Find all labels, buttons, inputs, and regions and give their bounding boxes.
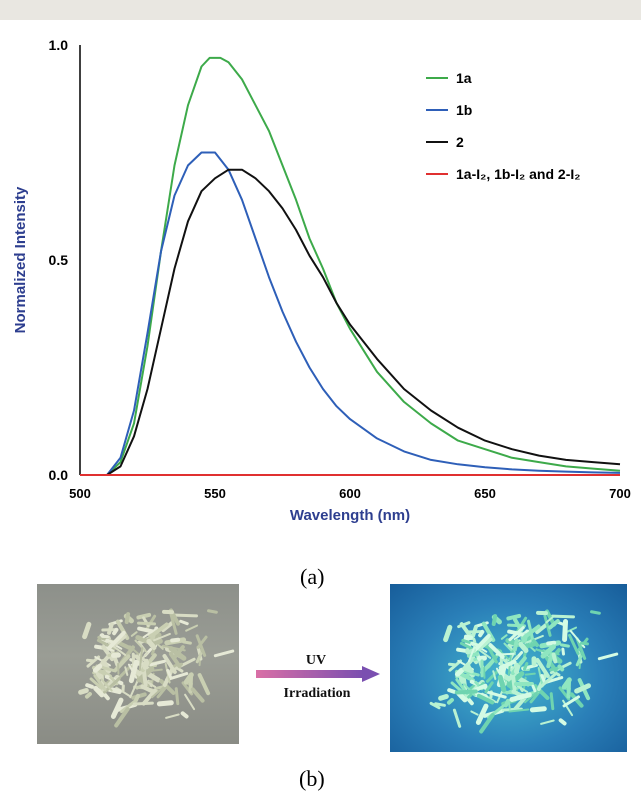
crystal-shard [156,700,174,707]
x-tick-label-700: 700 [609,486,631,501]
y-tick-label-1.0: 1.0 [49,37,69,53]
crystal-shard [513,681,535,686]
crystal-shard [179,710,190,720]
crystal-shard [164,712,180,719]
irradiation-label: Irradiation [283,686,351,701]
crystal-shard [174,613,198,617]
series-line-1 [106,151,621,476]
series-line-0 [106,56,621,476]
crystal-shard [82,621,93,640]
crystal-shard [557,717,568,727]
crystal-shard [480,659,484,678]
top-band [0,0,641,20]
y-tick-label-0.5: 0.5 [49,252,69,268]
crystal-shard [560,647,565,656]
crystal-shard [598,652,619,661]
x-tick-label-600: 600 [339,486,361,501]
crystal-shard [132,701,154,706]
crystal-shard [185,624,199,633]
crystal-shard [197,672,211,696]
crystal-shard [530,706,548,713]
y-axis-label: Normalized Intensity [12,186,29,333]
legend-label-0: 1a [456,70,472,86]
crystal-shard [207,609,219,614]
crystal-shard [539,719,555,726]
caption-b: (b) [299,766,325,791]
x-tick-label-550: 550 [204,486,226,501]
crystal-shard [214,649,235,658]
crystal-shard [524,672,536,676]
crystal-shard [116,662,120,676]
crystals-photo-daylight [37,584,239,744]
crystal-shard [559,642,570,647]
crystal-shard [469,709,479,716]
crystal-shard [531,656,538,667]
legend-label-2: 2 [456,134,464,150]
crystal-shard [536,610,549,616]
crystal-shard [174,686,180,706]
crystal-shard [161,609,174,615]
crystal-shard [181,639,192,645]
y-tick-label-0.0: 0.0 [49,467,69,483]
caption-a: (a) [300,564,325,589]
x-axis-label: Wavelength (nm) [290,507,410,524]
legend-label-3: 1a-I₂, 1b-I₂ and 2-I₂ [456,166,580,182]
x-tick-label-650: 650 [474,486,496,501]
crystal-shard [550,692,555,712]
crystal-shard [452,708,462,729]
crystal-shard [589,610,601,616]
uv-arrow-icon [256,666,380,682]
legend-label-1: 1b [456,102,472,118]
series-line-2 [106,168,621,476]
uv-label: UV [305,653,327,668]
crystal-shard [442,623,453,643]
emission-spectra-chart: 500 550 600 650 700 0.0 0.5 1.0 Wavelength (nm) N… [12,37,631,524]
crystal-shard [100,634,110,638]
crystal-shard [183,693,196,711]
crystal-shard [110,652,122,658]
crystal-shard [573,682,592,695]
crystals-photo-uv [390,584,627,752]
crystal-shard [86,658,95,662]
x-tick-label-500: 500 [69,486,91,501]
crystal-shard [447,662,457,666]
